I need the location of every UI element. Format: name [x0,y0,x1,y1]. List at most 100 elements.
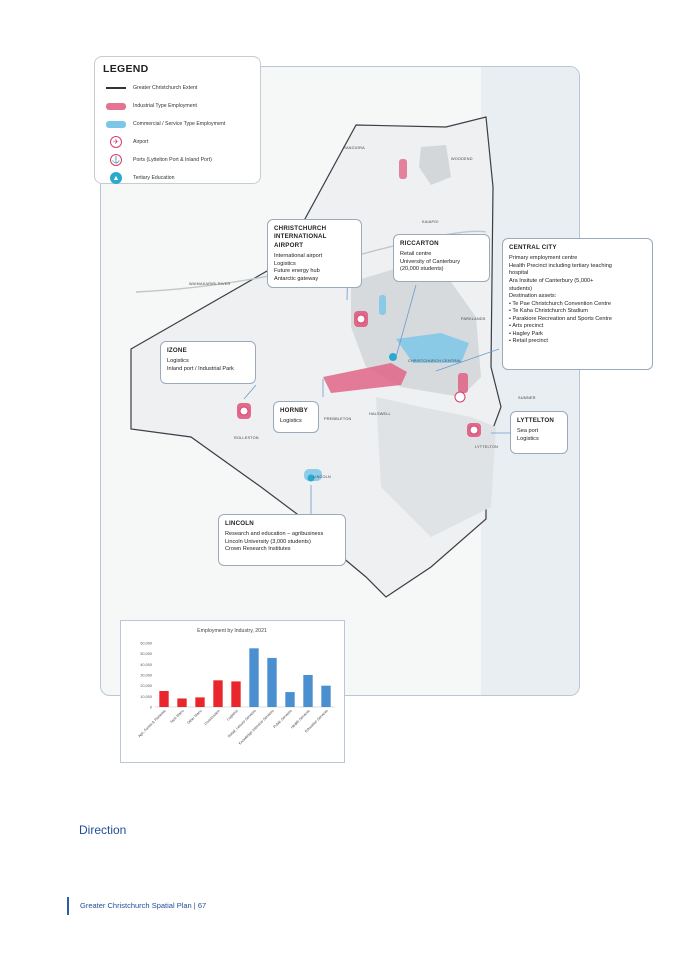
commercial-zone-riccarton [379,295,386,315]
legend-label: Commercial / Service Type Employment [133,121,226,127]
callout-line: Logistics [167,358,189,365]
callout-title: LINCOLN [225,520,254,527]
place-label-rolleston: ROLLESTON [234,436,259,440]
callout-line: International airport [274,253,323,260]
callout-izone: IZONE Logistics Inland port / Industrial… [160,341,256,384]
education-icon [389,353,397,361]
chart-bar [213,680,223,707]
port-icon [454,391,466,403]
place-label-woodend: WOODEND [451,157,473,161]
legend-label: Airport [133,139,149,145]
education-icon: ▲ [103,172,129,184]
chart-bar [321,685,331,707]
callout-line: (20,000 students) [400,266,444,273]
callout-airport: CHRISTCHURCH INTERNATIONAL AIRPORT Inter… [267,219,362,288]
callout-line: Research and education – agribusiness [225,531,324,538]
callout-title: RICCARTON [400,240,439,247]
place-label-christchurch-central: CHRISTCHURCH CENTRAL [408,359,462,363]
place-label-rangiora: RANGIORA [343,146,365,150]
place-label-waimakariri: WAIMAKARIRI RIVER [189,282,231,286]
callout-line: Lincoln University (3,000 students) [225,538,311,545]
callout-central-city: CENTRAL CITY Primary employment centre H… [502,238,653,370]
legend-item: ⚓ Ports (Lyttelton Port & Inland Port) [103,151,252,169]
legend-item: ✈ Airport [103,133,252,151]
chart-bar [303,675,313,707]
legend-item: ▲ Tertiary Education [103,169,252,187]
x-tick-label: Tech Manu [169,709,184,724]
place-label-parklands: PARKLANDS [461,317,486,321]
callout-title: HORNBY [280,407,309,414]
callout-lyttelton: LYTTELTON Sea port Logistics [510,411,568,454]
y-tick-label: 60,000 [140,642,152,646]
place-label-halswell: HALSWELL [369,412,391,416]
callout-line: Destination assets: [509,293,557,300]
chart-bar [249,648,259,707]
chart-title: Employment by Industry, 2021 [197,628,267,634]
x-tick-label: Other Manu [186,709,202,725]
callout-line: Ara Insitute of Canterbury (5,000+ [509,278,594,284]
x-tick-label: Logistics [226,709,239,722]
chart-bar [177,698,187,707]
chart-bar [159,691,169,707]
callout-line: Antarctic gateway [274,275,319,282]
rangiora-urban [419,145,451,185]
y-tick-label: 20,000 [140,684,152,688]
y-tick-label: 50,000 [140,652,152,656]
airport-icon [356,314,366,324]
legend-label: Tertiary Education [133,175,175,181]
y-tick-label: 0 [150,706,152,710]
callout-title: CHRISTCHURCH INTERNATIONAL AIRPORT [274,225,327,249]
callout-line: • Retail precinct [509,338,548,345]
extent-line-icon [103,87,129,89]
callout-line: Logistics [280,418,302,425]
port-icon: ⚓ [103,154,129,166]
legend-label: Ports (Lyttelton Port & Inland Port) [133,157,212,163]
industrial-swatch-icon [103,102,129,110]
industrial-zone-rangiora [399,159,407,179]
callout-hornby: HORNBY Logistics [273,401,319,433]
callout-line: Logistics [274,260,296,267]
callout-line: • Te Pae Christchurch Convention Centre [509,300,611,307]
port-icon [239,406,249,416]
callout-line: students) [509,285,533,292]
chart-bar [231,681,241,707]
legend-label: Greater Christchurch Extent [133,85,198,91]
footer-accent-bar [67,897,69,915]
section-heading: Direction [79,823,127,837]
callout-line: hospital [509,270,529,277]
sea-area [481,67,579,695]
callout-lincoln: LINCOLN Research and education – agribus… [218,514,346,566]
legend-title: LEGEND [103,63,149,75]
callout-line: • Parakiore Recreation and Sports Centre [509,315,613,322]
port-icon [469,425,479,435]
callout-title: CENTRAL CITY [509,244,557,251]
place-label-lyttelton: LYTTELTON [475,445,499,449]
callout-line: • Te Kaha Christchurch Stadium [509,308,588,315]
callout-title: LYTTELTON [517,417,555,424]
place-label-sumner: SUMNER [518,396,536,400]
callout-line: • Arts precinct [509,323,544,330]
employment-chart: Employment by Industry, 2021 0 10,000 20,00… [137,628,335,746]
employment-chart-panel: Employment by Industry, 2021 0 10,000 20,00… [120,620,345,763]
legend-label: Industrial Type Employment [133,103,197,109]
callout-line: Primary employment centre [509,255,578,262]
x-tick-label: Knowledge Intensive Services [238,709,275,746]
legend-item: Commercial / Service Type Employment [103,115,252,133]
y-tick-label: 40,000 [140,663,152,667]
y-tick-label: 30,000 [140,674,152,678]
place-label-kaiapoi: KAIAPOI [422,220,439,224]
chart-bar [195,697,205,707]
callout-line: Health Precinct including tertiary teach… [509,262,612,269]
legend-item: Industrial Type Employment [103,97,252,115]
port-hills-shading [376,397,496,537]
callout-line: University of Canterbury [400,258,460,265]
industrial-zone-woolston [458,373,468,393]
place-label-prebbleton: PREBBLETON [324,417,352,421]
x-tick-label: Agri, Forest & Fisheries [137,709,167,739]
education-icon [307,474,315,482]
callout-line: Sea port [517,428,539,435]
callout-line: Inland port / Industrial Park [167,365,234,372]
y-tick-label: 10,000 [140,695,152,699]
industrial-zone-hornby [323,363,407,393]
place-label-lincoln: LINCOLN [313,475,331,479]
